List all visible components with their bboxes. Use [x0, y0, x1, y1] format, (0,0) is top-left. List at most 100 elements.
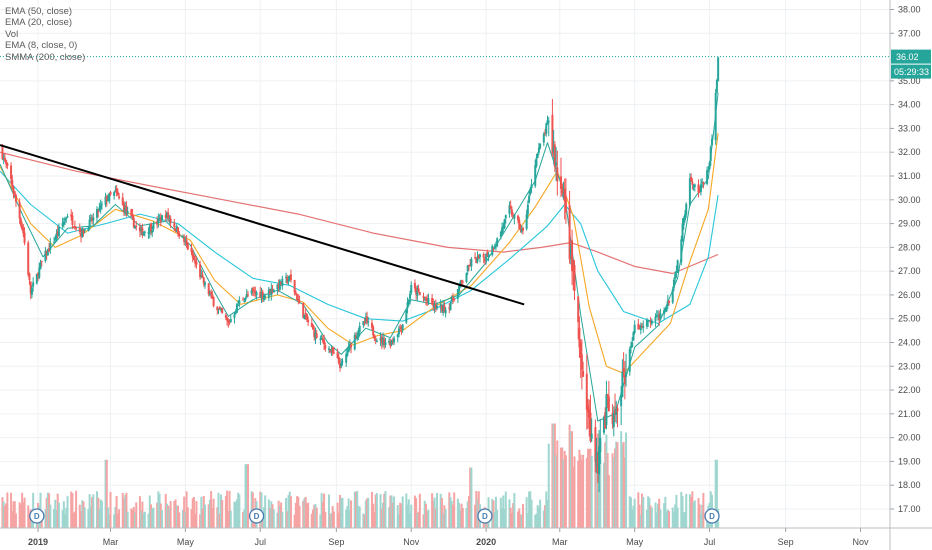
candle-body	[450, 296, 453, 302]
candle-body	[444, 309, 447, 314]
candle-body	[312, 325, 315, 330]
candle-body	[362, 321, 365, 326]
candle-body	[530, 184, 533, 189]
candle-body	[366, 316, 369, 323]
candle-body	[611, 413, 614, 424]
volume-bar	[108, 514, 111, 528]
volume-bar	[57, 502, 60, 528]
indicator-ema20[interactable]: EMA (20, close)	[5, 17, 73, 29]
volume-bar	[494, 496, 497, 528]
volume-bar	[143, 511, 146, 528]
volume-bar	[663, 503, 666, 528]
volume-bar	[340, 498, 343, 528]
candle-body	[573, 265, 576, 291]
volume-bar	[390, 495, 393, 528]
volume-bar	[691, 491, 694, 528]
volume-bar	[525, 497, 528, 528]
candle-body	[192, 255, 195, 260]
volume-bar	[546, 499, 549, 528]
candle-body	[158, 218, 161, 220]
candle-body	[542, 134, 545, 143]
candle-body	[269, 290, 272, 295]
candle-body	[406, 302, 409, 309]
volume-bar	[605, 434, 608, 528]
volume-bar	[647, 496, 650, 528]
candle-body	[535, 157, 538, 167]
candle-body	[200, 274, 203, 277]
volume-bar	[602, 462, 605, 528]
volume-bar	[319, 514, 322, 528]
candle-body	[685, 203, 688, 215]
indicator-ema50[interactable]: EMA (50, close)	[5, 6, 73, 17]
candle-body	[49, 243, 52, 250]
candle-body	[453, 298, 456, 301]
candle-body	[132, 218, 135, 228]
volume-bar	[526, 513, 529, 528]
x-tick-label: Jul	[704, 537, 716, 547]
candle-body	[319, 338, 322, 340]
y-tick-label: 28.00	[898, 242, 921, 252]
indicator-smma200[interactable]: SMMA (200, close)	[5, 51, 86, 63]
volume-bar	[267, 499, 270, 528]
volume-bar	[571, 431, 574, 528]
volume-bar	[461, 508, 464, 528]
volume-bar	[83, 507, 86, 528]
dividend-marker	[248, 508, 265, 524]
candle-body	[539, 143, 542, 149]
volume-bar	[353, 491, 356, 528]
indicator-ema8[interactable]: EMA (8, close, 0)	[5, 40, 78, 52]
candle-body	[528, 195, 531, 203]
volume-bar	[451, 504, 454, 528]
volume-bar	[418, 493, 421, 528]
volume-bar	[208, 499, 211, 528]
candle-body	[467, 265, 470, 267]
candle-body	[181, 236, 184, 238]
candle-body	[621, 371, 624, 398]
candle-body	[415, 288, 418, 295]
trendline-drawing[interactable]	[0, 144, 525, 306]
candle-body	[255, 292, 258, 296]
candle-body	[668, 300, 671, 303]
indicator-volume[interactable]: Vol	[5, 28, 19, 40]
volume-bar	[235, 499, 238, 528]
candle-body	[296, 294, 299, 301]
volume-bar	[105, 459, 108, 528]
volume-bar	[682, 512, 685, 528]
candle-body	[238, 300, 241, 304]
volume-bar	[13, 501, 16, 528]
volume-bar	[72, 512, 75, 528]
candle-body	[413, 282, 416, 289]
candle-body	[347, 346, 350, 353]
volume-bar	[246, 464, 249, 528]
volume-bar	[216, 507, 219, 528]
volume-bar	[11, 511, 14, 528]
volume-bar	[174, 499, 177, 528]
candle-body	[204, 282, 207, 286]
volume-bar	[688, 494, 691, 528]
candle-body	[693, 184, 696, 187]
candle-body	[436, 306, 439, 309]
volume-bar	[388, 507, 391, 528]
candle-body	[482, 253, 485, 258]
volume-bar	[149, 504, 152, 528]
volume-bar	[434, 508, 437, 528]
candle-body	[496, 238, 499, 247]
candle-body	[185, 240, 188, 245]
candle-body	[448, 307, 451, 310]
candle-body	[164, 214, 167, 219]
volume-bar	[620, 431, 623, 528]
candle-body	[612, 412, 615, 428]
volume-bar	[91, 497, 94, 528]
candle-body	[357, 332, 360, 338]
volume-bar	[637, 492, 640, 528]
candle-body	[656, 315, 659, 317]
x-tick-label: Mar	[552, 537, 568, 547]
volume-bar	[65, 507, 68, 528]
candle-body	[61, 223, 64, 227]
candle-body	[358, 326, 361, 333]
candle-body	[95, 209, 98, 218]
volume-bar	[501, 508, 504, 528]
candle-body	[659, 313, 662, 320]
candle-body	[383, 339, 386, 346]
